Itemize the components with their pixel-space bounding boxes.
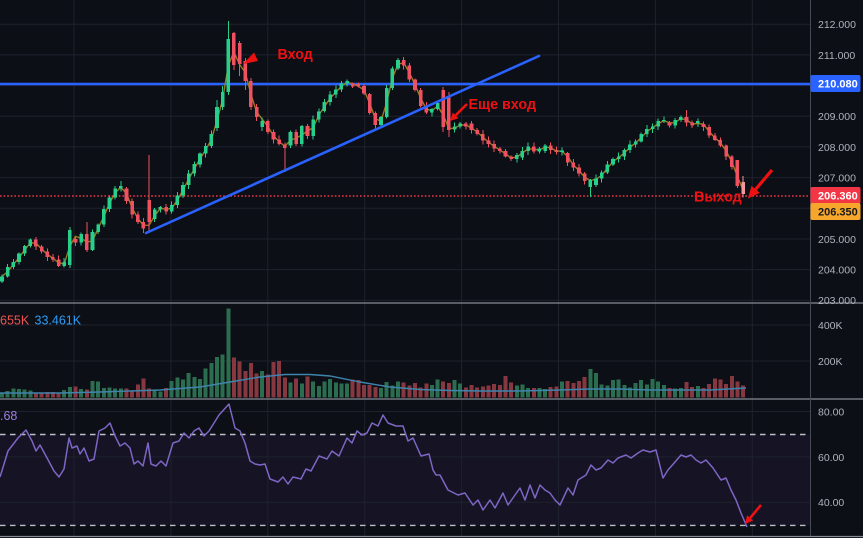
svg-text:206.360: 206.360 xyxy=(818,190,858,202)
svg-text:400K: 400K xyxy=(818,320,843,332)
svg-text:80.00: 80.00 xyxy=(818,406,844,418)
svg-text:209.000: 209.000 xyxy=(818,111,856,123)
svg-text:212.000: 212.000 xyxy=(818,19,856,31)
svg-text:211.000: 211.000 xyxy=(818,50,855,62)
svg-text:33.461K: 33.461K xyxy=(35,314,82,328)
svg-text:.68: .68 xyxy=(0,409,17,423)
svg-text:Вход: Вход xyxy=(278,47,313,63)
svg-text:204.000: 204.000 xyxy=(818,265,856,277)
svg-text:Выход: Выход xyxy=(694,190,742,206)
svg-text:60.00: 60.00 xyxy=(818,452,844,464)
svg-text:Еще вход: Еще вход xyxy=(469,97,537,113)
svg-text:205.000: 205.000 xyxy=(818,234,856,246)
svg-text:655K: 655K xyxy=(0,314,30,328)
svg-text:200K: 200K xyxy=(818,356,843,368)
svg-text:210.080: 210.080 xyxy=(818,78,858,90)
svg-text:203.000: 203.000 xyxy=(818,295,856,307)
svg-text:40.00: 40.00 xyxy=(818,497,844,509)
svg-text:207.000: 207.000 xyxy=(818,173,856,185)
svg-text:208.000: 208.000 xyxy=(818,142,856,154)
svg-text:206.350: 206.350 xyxy=(818,206,858,218)
